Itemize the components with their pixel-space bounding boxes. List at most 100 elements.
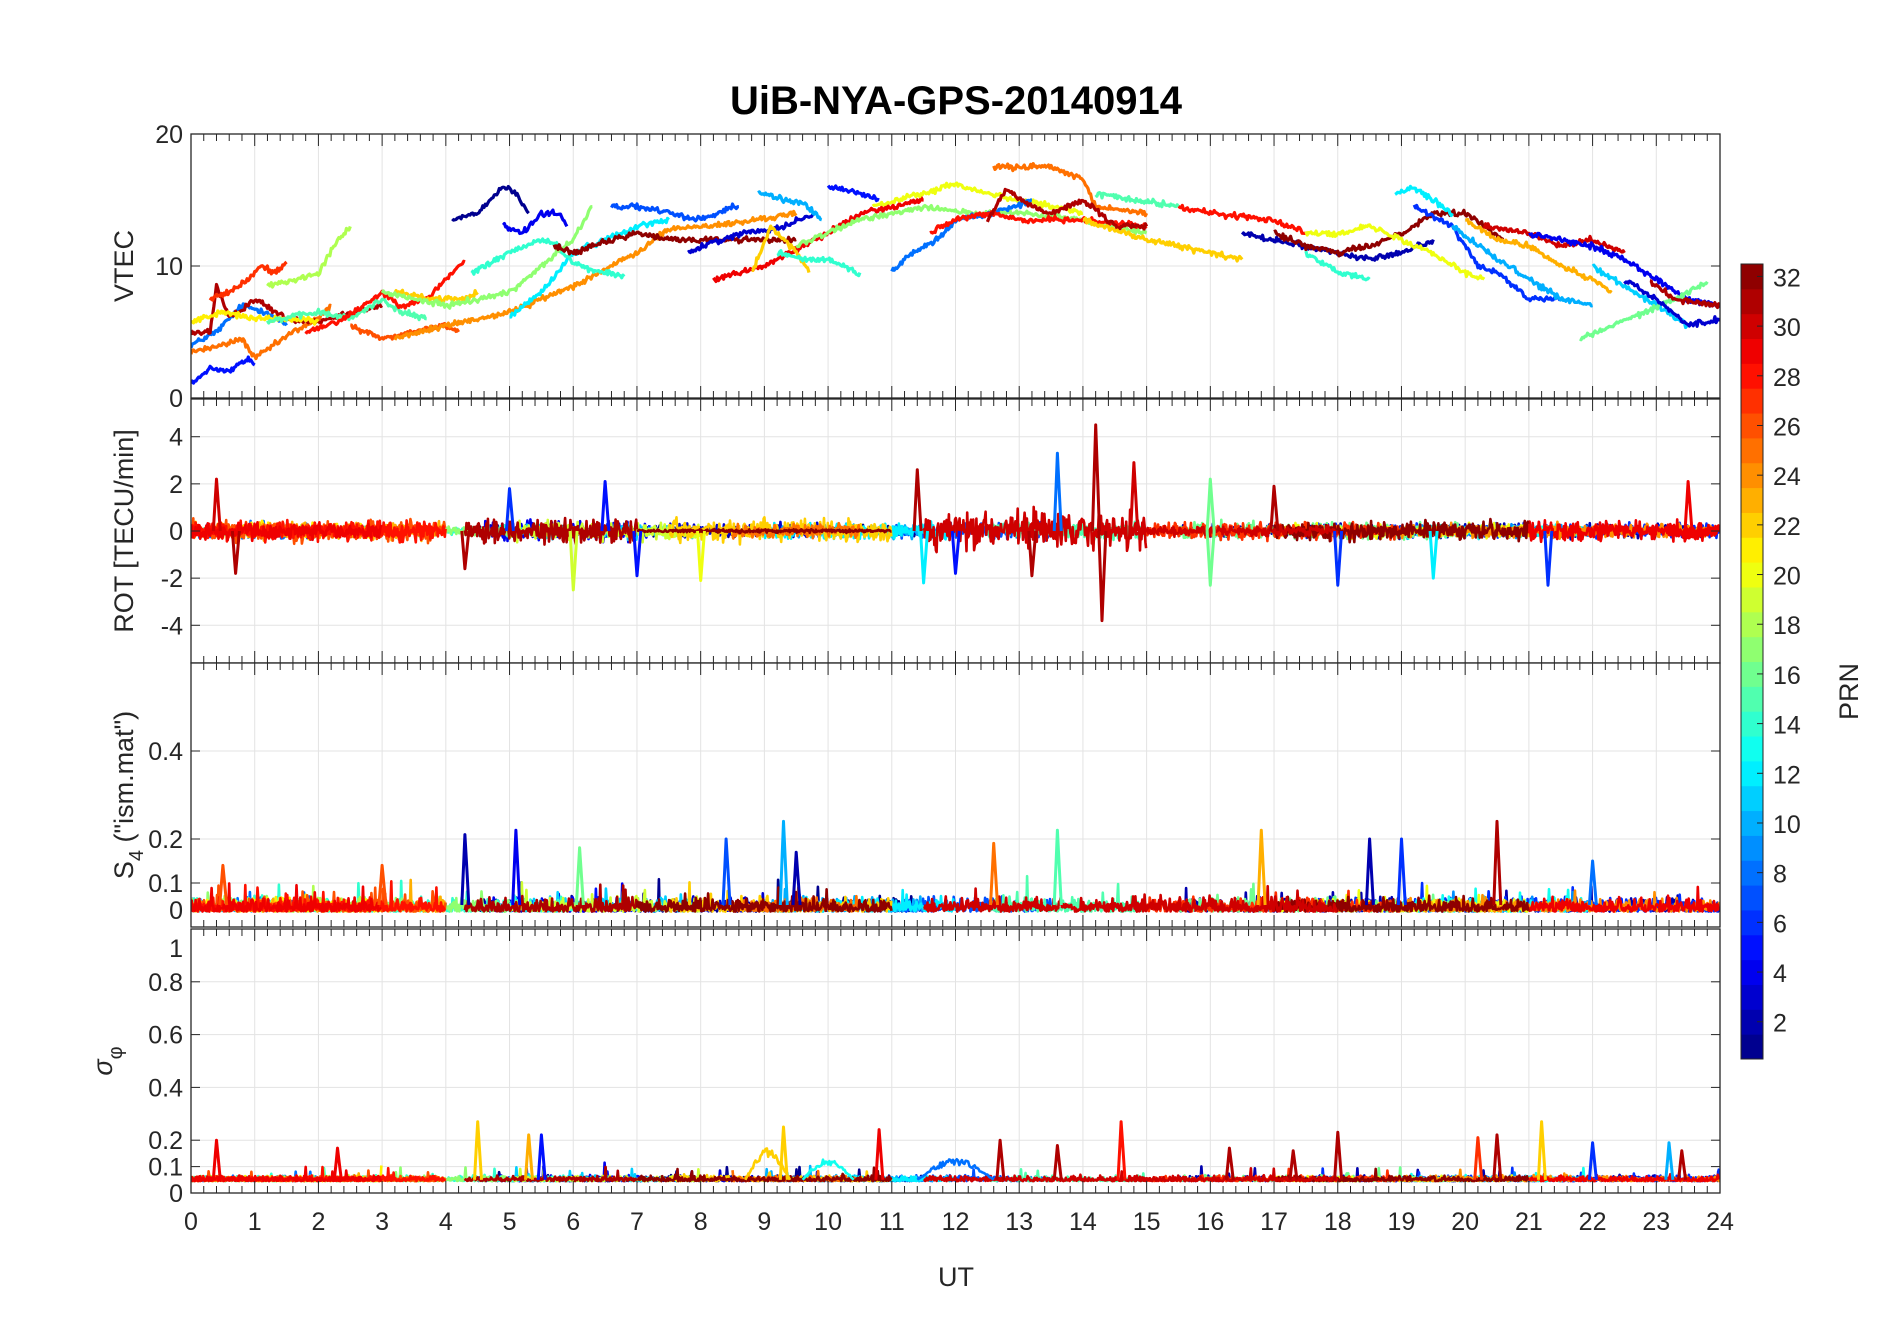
s4-spike-prn-15	[1052, 828, 1063, 906]
vtec-line-prn-4	[501, 208, 569, 236]
colorbar-swatch-19	[1741, 586, 1763, 613]
y-tick-label: 0.8	[148, 969, 183, 997]
s4-spike-prn-7	[721, 837, 732, 906]
sigma-spike-prn-31	[1677, 1149, 1688, 1180]
colorbar-swatch-16	[1741, 661, 1763, 687]
rot-spike-prn-5	[600, 480, 611, 532]
y-tick-label: -4	[161, 612, 183, 640]
y-tick-label: 0.1	[148, 1154, 183, 1182]
sigma-spike-prn-23	[524, 1133, 534, 1180]
colorbar-tick-label: 12	[1773, 761, 1801, 789]
vtec-line-prn-12	[1394, 184, 1454, 218]
y-tick-label: 4	[169, 424, 183, 452]
colorbar-swatch-3	[1741, 984, 1763, 1010]
y-tick-label: 0.2	[148, 1127, 183, 1155]
rot-spike-prn-31	[460, 530, 471, 571]
s4-spike-prn-4	[511, 828, 522, 906]
sigma-spike-prn-22	[473, 1120, 483, 1180]
colorbar-swatch-28	[1741, 363, 1763, 389]
sigma-spike-prn-22	[778, 1125, 789, 1180]
colorbar-swatch-4	[1741, 959, 1763, 985]
s4-spike-prn-2	[1364, 837, 1375, 906]
sigma-spike-prn-31	[1224, 1146, 1235, 1180]
vtec-line-prn-14	[1304, 250, 1371, 282]
y-tick-label: 0	[169, 518, 183, 546]
rot-spike-prn-31	[1027, 530, 1038, 578]
vtec-line-prn-24	[393, 209, 798, 341]
vtec-line-prn-18	[266, 225, 352, 289]
colorbar-swatch-6	[1741, 909, 1763, 936]
vtec-line-prn-5	[826, 184, 880, 203]
rot-spike-prn-31	[1269, 484, 1280, 532]
y-label-main: S	[109, 861, 139, 879]
panel-vtec: 0 10 20 VTEC	[109, 121, 1721, 413]
y-tick-label: 10	[155, 253, 183, 281]
vtec-line-prn-7	[610, 202, 740, 223]
rot-line-prn-30	[922, 505, 1148, 554]
vtec-line-prn-10	[1451, 224, 1593, 308]
s4-line-prn-30	[923, 887, 1148, 913]
y-tick-label: 0	[169, 385, 183, 413]
colorbar-swatch-8	[1741, 860, 1763, 886]
sigma-spike-prn-31	[1333, 1130, 1344, 1180]
x-tick-label: 10	[814, 1208, 842, 1236]
data-layer	[191, 423, 1720, 623]
y-tick-label: -2	[161, 565, 183, 593]
vtec-line-prn-15	[1094, 191, 1180, 209]
chart-title: UiB-NYA-GPS-20140914	[730, 79, 1183, 123]
vtec-line-prn-27	[208, 260, 288, 302]
y-label-sub: 4	[126, 850, 148, 861]
colorbar-tick-label: 10	[1773, 811, 1801, 839]
y-tick-label: 0.1	[148, 870, 183, 898]
rot-line-prn-32	[636, 527, 893, 535]
colorbar-tick-label: 22	[1773, 513, 1801, 541]
vtec-line-prn-8	[191, 302, 288, 349]
x-tick-label: 2	[311, 1208, 325, 1236]
rot-spike-prn-31	[1097, 530, 1108, 623]
colorbar-tick-label: 2	[1773, 1010, 1787, 1038]
s4-spike-prn-25	[989, 841, 999, 906]
rot-spike-prn-31	[230, 530, 241, 575]
colorbar-tick-label: 30	[1773, 314, 1801, 342]
sigma-hump-prn-13	[801, 1158, 855, 1181]
sigma-spike-prn-10	[1664, 1141, 1675, 1180]
rot-spike-prn-6	[1543, 530, 1554, 587]
colorbar-swatch-21	[1741, 537, 1763, 563]
colorbar-swatch-27	[1741, 388, 1763, 414]
colorbar-tick-label: 26	[1773, 413, 1801, 441]
vtec-line-prn-23	[1464, 217, 1613, 294]
x-tick-label: 7	[630, 1208, 644, 1236]
vtec-line-prn-32	[552, 230, 797, 256]
y-tick-label: 0.2	[148, 826, 183, 854]
x-tick-label: 6	[566, 1208, 580, 1236]
rot-line-prn-29	[1527, 518, 1720, 544]
y-axis-label: VTEC	[109, 230, 139, 302]
vtec-line-prn-16	[1579, 280, 1709, 342]
vtec-line-prn-14	[470, 237, 562, 276]
colorbar-swatch-11	[1741, 785, 1763, 812]
rot-spike-prn-16	[1205, 530, 1216, 587]
y-tick-label: 0.4	[148, 1074, 183, 1102]
rot-spike-prn-30	[211, 477, 222, 532]
vtec-line-prn-20	[1304, 223, 1486, 281]
sigma-line-prn-30	[923, 1170, 1148, 1183]
rot-spike-prn-20	[696, 530, 706, 582]
x-tick-label: 16	[1196, 1208, 1224, 1236]
colorbar-tick-label: 16	[1773, 662, 1801, 690]
x-tick-label: 8	[694, 1208, 708, 1236]
vtec-line-prn-14	[776, 249, 862, 278]
colorbar-tick-label: 8	[1773, 861, 1787, 889]
vtec-line-prn-3	[687, 211, 816, 255]
x-tick-label: 14	[1069, 1208, 1097, 1236]
data-layer	[191, 162, 1720, 385]
colorbar-swatch-31	[1741, 288, 1763, 315]
y-label-sub: φ	[105, 1046, 127, 1059]
vtec-line-prn-11	[1591, 263, 1689, 330]
vtec-line-prn-25	[992, 162, 1149, 218]
s4-spike-prn-31	[1492, 819, 1503, 906]
sigma-spike-prn-5	[536, 1133, 547, 1180]
s4-spike-prn-26	[377, 863, 388, 906]
sigma-line-prn-29	[1527, 1172, 1720, 1183]
x-tick-label: 24	[1706, 1208, 1734, 1236]
